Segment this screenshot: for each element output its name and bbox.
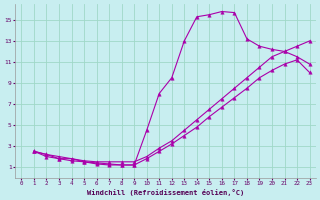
X-axis label: Windchill (Refroidissement éolien,°C): Windchill (Refroidissement éolien,°C)	[87, 189, 244, 196]
